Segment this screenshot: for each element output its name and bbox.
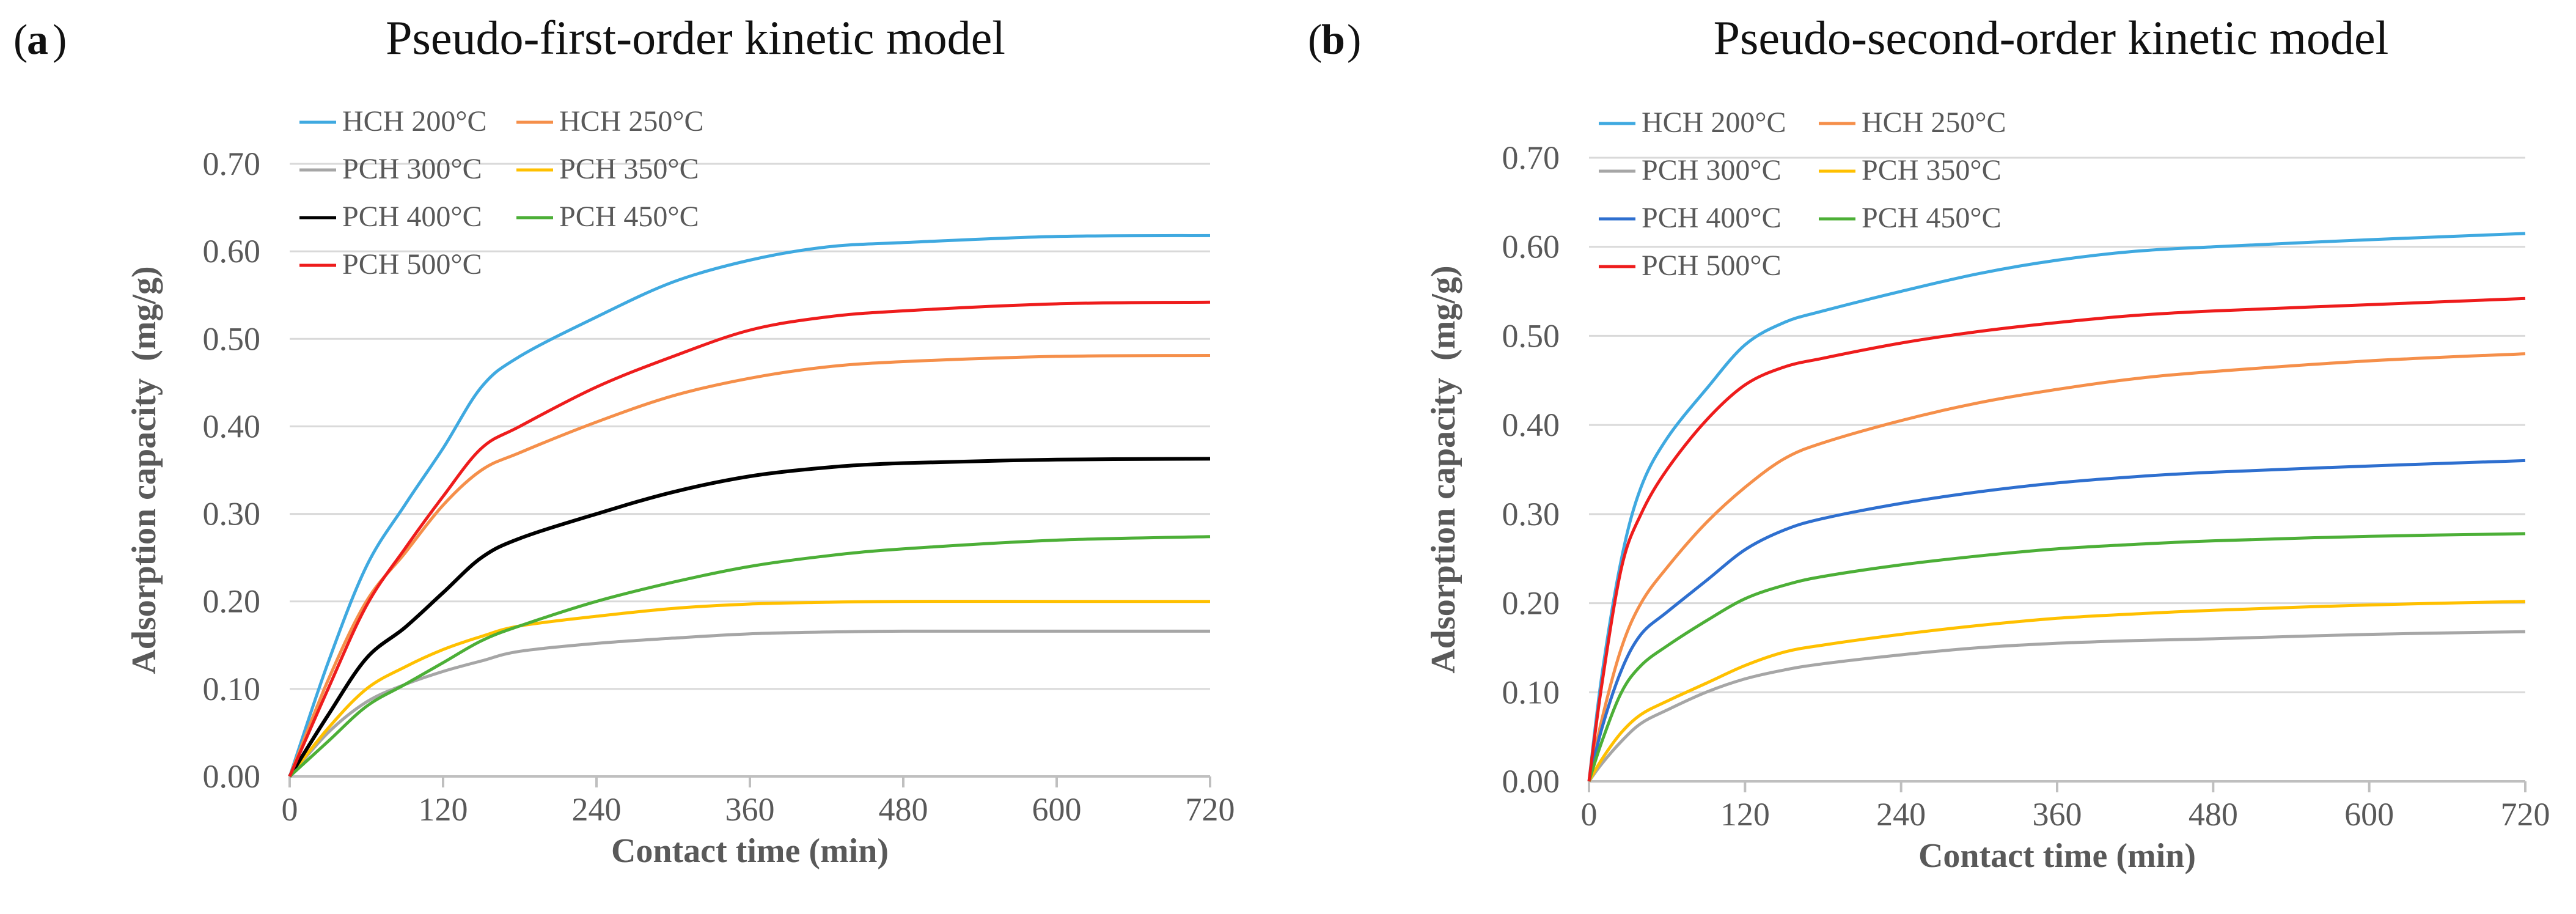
panel-a-open-paren: ( <box>13 17 28 64</box>
legend-label: PCH 450°C <box>1862 202 2002 234</box>
y-tick-label: 0.70 <box>203 146 261 182</box>
x-tick-label: 480 <box>879 791 928 828</box>
series-line-4 <box>288 600 1210 778</box>
x-tick-label: 0 <box>282 791 298 828</box>
series-line-1 <box>288 234 1211 777</box>
legend-label: HCH 250°C <box>559 105 704 138</box>
legend-label: PCH 300°C <box>1642 154 1782 186</box>
panel-a: ( a ) Pseudo-first-order kinetic model 0… <box>13 11 1235 870</box>
series-line-4 <box>1587 600 2526 783</box>
series-line-5 <box>288 457 1211 778</box>
series-line-7 <box>1587 297 2526 782</box>
series-line-3 <box>1587 630 2526 783</box>
legend-label: PCH 500°C <box>342 248 482 281</box>
legend-label: HCH 250°C <box>1862 106 2006 139</box>
legend-label: PCH 300°C <box>342 153 482 185</box>
series-line-2 <box>288 354 1211 777</box>
legend-label: PCH 350°C <box>1862 154 2002 186</box>
y-tick-label: 0.40 <box>203 408 261 444</box>
y-tick-label: 0.10 <box>203 671 261 707</box>
y-axis-title: Adsorption capacity (mg/g) <box>1425 265 1462 673</box>
legend-label: HCH 200°C <box>1642 106 1786 139</box>
x-tick-label: 720 <box>2501 796 2550 833</box>
x-axis-title: Contact time (min) <box>611 832 889 870</box>
y-tick-label: 0.00 <box>1502 763 1560 800</box>
panel-b-open-paren: ( <box>1308 17 1322 64</box>
legend-label: HCH 200°C <box>342 105 487 138</box>
series-line-6 <box>1587 532 2526 782</box>
series-line-3 <box>288 629 1210 778</box>
x-tick-label: 0 <box>1581 796 1598 833</box>
y-tick-label: 0.20 <box>1502 585 1560 622</box>
y-tick-label: 0.50 <box>203 320 261 357</box>
panel-b: ( b ) Pseudo-second-order kinetic model … <box>1308 11 2550 875</box>
plot-b: 0.00 0.10 0.20 0.30 0.40 0.50 0.60 0.70 0 120 240 3… <box>1425 106 2550 875</box>
legend-label: PCH 350°C <box>559 153 699 185</box>
x-axis-title: Contact time (min) <box>1918 837 2196 875</box>
y-tick-label: 0.30 <box>1502 496 1560 533</box>
legend-label: PCH 450°C <box>559 201 699 233</box>
panel-b-letter: b <box>1321 17 1345 64</box>
y-tick-label: 0.60 <box>1502 229 1560 265</box>
panel-b-title: Pseudo-second-order kinetic model <box>1714 11 2389 64</box>
series-line-1 <box>1587 232 2526 782</box>
y-tick-label: 0.50 <box>1502 317 1560 354</box>
y-tick-label: 0.30 <box>203 496 261 533</box>
x-tick-label: 480 <box>2189 796 2238 833</box>
y-axis-title: Adsorption capacity (mg/g) <box>125 266 163 674</box>
x-tick-label: 360 <box>725 791 775 828</box>
x-tick-label: 240 <box>572 791 622 828</box>
series-line-5 <box>1587 459 2526 782</box>
plot-a: 0.00 0.10 0.20 0.30 0.40 0.50 0.60 0.70 0 120 240 3… <box>125 105 1235 870</box>
y-tick-label: 0.60 <box>203 233 261 270</box>
panel-a-letter: a <box>27 17 48 64</box>
panel-a-title: Pseudo-first-order kinetic model <box>386 11 1005 64</box>
panel-b-close-paren: ) <box>1347 17 1361 64</box>
series-line-7 <box>288 300 1211 778</box>
x-tick-label: 600 <box>1032 791 1082 828</box>
y-tick-label: 0.20 <box>203 583 261 620</box>
legend-label: PCH 500°C <box>1642 249 1782 282</box>
y-tick-label: 0.40 <box>1502 407 1560 443</box>
series-line-6 <box>288 535 1211 778</box>
panel-a-close-paren: ) <box>53 17 67 64</box>
y-tick-label: 0.70 <box>1502 139 1560 176</box>
x-tick-label: 360 <box>2033 796 2082 833</box>
legend-label: PCH 400°C <box>1642 202 1782 234</box>
x-tick-label: 720 <box>1186 791 1235 828</box>
y-tick-label: 0.00 <box>203 758 261 795</box>
y-tick-label: 0.10 <box>1502 674 1560 710</box>
x-tick-label: 240 <box>1876 796 1926 833</box>
x-tick-label: 120 <box>419 791 468 828</box>
x-tick-label: 120 <box>1720 796 1770 833</box>
legend-label: PCH 400°C <box>342 201 482 233</box>
series-line-2 <box>1587 352 2526 782</box>
x-tick-label: 600 <box>2344 796 2394 833</box>
